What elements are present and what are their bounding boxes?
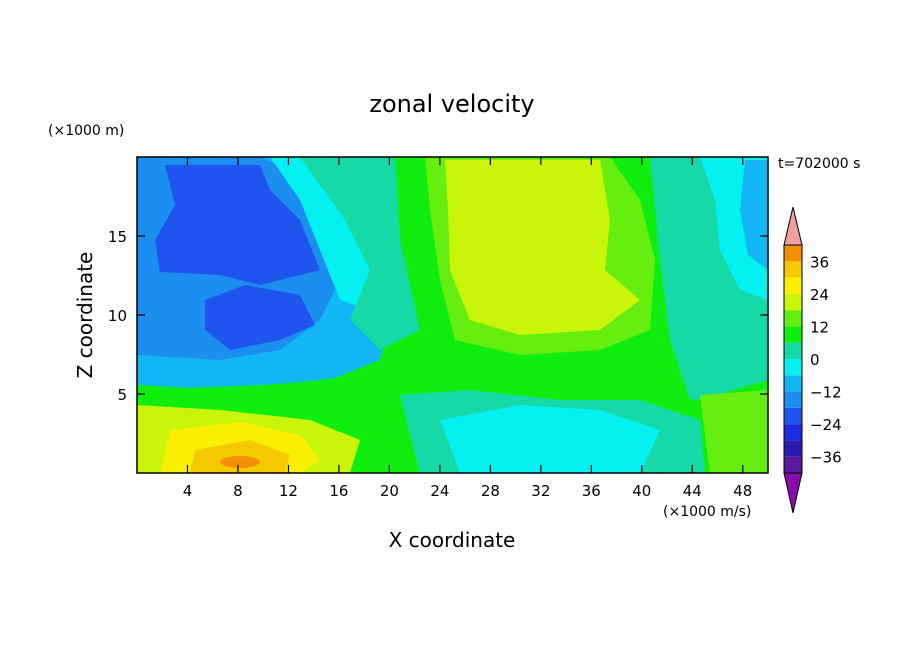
x-tick-label: 24 <box>430 482 449 500</box>
x-tick-label: 4 <box>183 482 193 500</box>
colorbar-band <box>784 375 802 392</box>
colorbar-band <box>784 245 802 262</box>
colorbar-tick-label: −12 <box>810 384 842 402</box>
time-label: t=702000 s <box>778 156 860 172</box>
x-unit-label: (×1000 m/s) <box>663 504 751 520</box>
colorbar-tick-label: 0 <box>810 351 820 369</box>
colorbar-band <box>784 407 802 425</box>
colorbar-tick-label: −24 <box>810 416 842 434</box>
x-tick-label: 44 <box>683 482 702 500</box>
x-tick-label: 32 <box>531 482 550 500</box>
colorbar-band <box>784 391 802 408</box>
colorbar <box>783 206 803 514</box>
x-tick-label: 40 <box>632 482 651 500</box>
contour-field <box>137 157 768 473</box>
y-tick-label: 5 <box>117 386 127 404</box>
y-tick-label: 10 <box>108 307 127 325</box>
x-tick-label: 20 <box>380 482 399 500</box>
colorbar-under-triangle <box>783 472 803 514</box>
colorbar-band <box>784 310 802 327</box>
y-axis: 5 10 15 <box>108 228 768 404</box>
colorbar-ticks: 36 24 12 0 −12 −24 −36 <box>810 253 842 466</box>
x-tick-label: 36 <box>582 482 601 500</box>
colorbar-band <box>784 293 802 311</box>
colorbar-band <box>784 277 802 294</box>
y-unit-label: (×1000 m) <box>48 123 124 139</box>
colorbar-band <box>784 359 802 376</box>
chart-title: zonal velocity <box>369 90 534 118</box>
colorbar-band <box>784 342 802 359</box>
x-tick-label: 48 <box>733 482 752 500</box>
x-axis: 4 8 12 16 20 24 28 32 36 40 44 48 <box>183 157 752 500</box>
colorbar-band <box>784 456 802 473</box>
colorbar-band <box>784 424 802 441</box>
colorbar-band <box>784 326 802 343</box>
colorbar-tick-label: 36 <box>810 253 829 271</box>
x-tick-label: 8 <box>233 482 243 500</box>
colorbar-band <box>784 261 802 278</box>
colorbar-tick-label: −36 <box>810 449 842 467</box>
x-axis-label: X coordinate <box>389 528 516 552</box>
colorbar-tick-label: 24 <box>810 286 829 304</box>
x-tick-label: 12 <box>279 482 298 500</box>
y-axis-label: Z coordinate <box>73 252 97 379</box>
colorbar-over-triangle <box>783 206 803 246</box>
y-tick-label: 15 <box>108 228 127 246</box>
colorbar-band <box>784 440 802 457</box>
colorbar-frame <box>783 244 803 474</box>
x-tick-label: 16 <box>329 482 348 500</box>
colorbar-tick-label: 12 <box>810 318 829 336</box>
x-tick-label: 28 <box>481 482 500 500</box>
